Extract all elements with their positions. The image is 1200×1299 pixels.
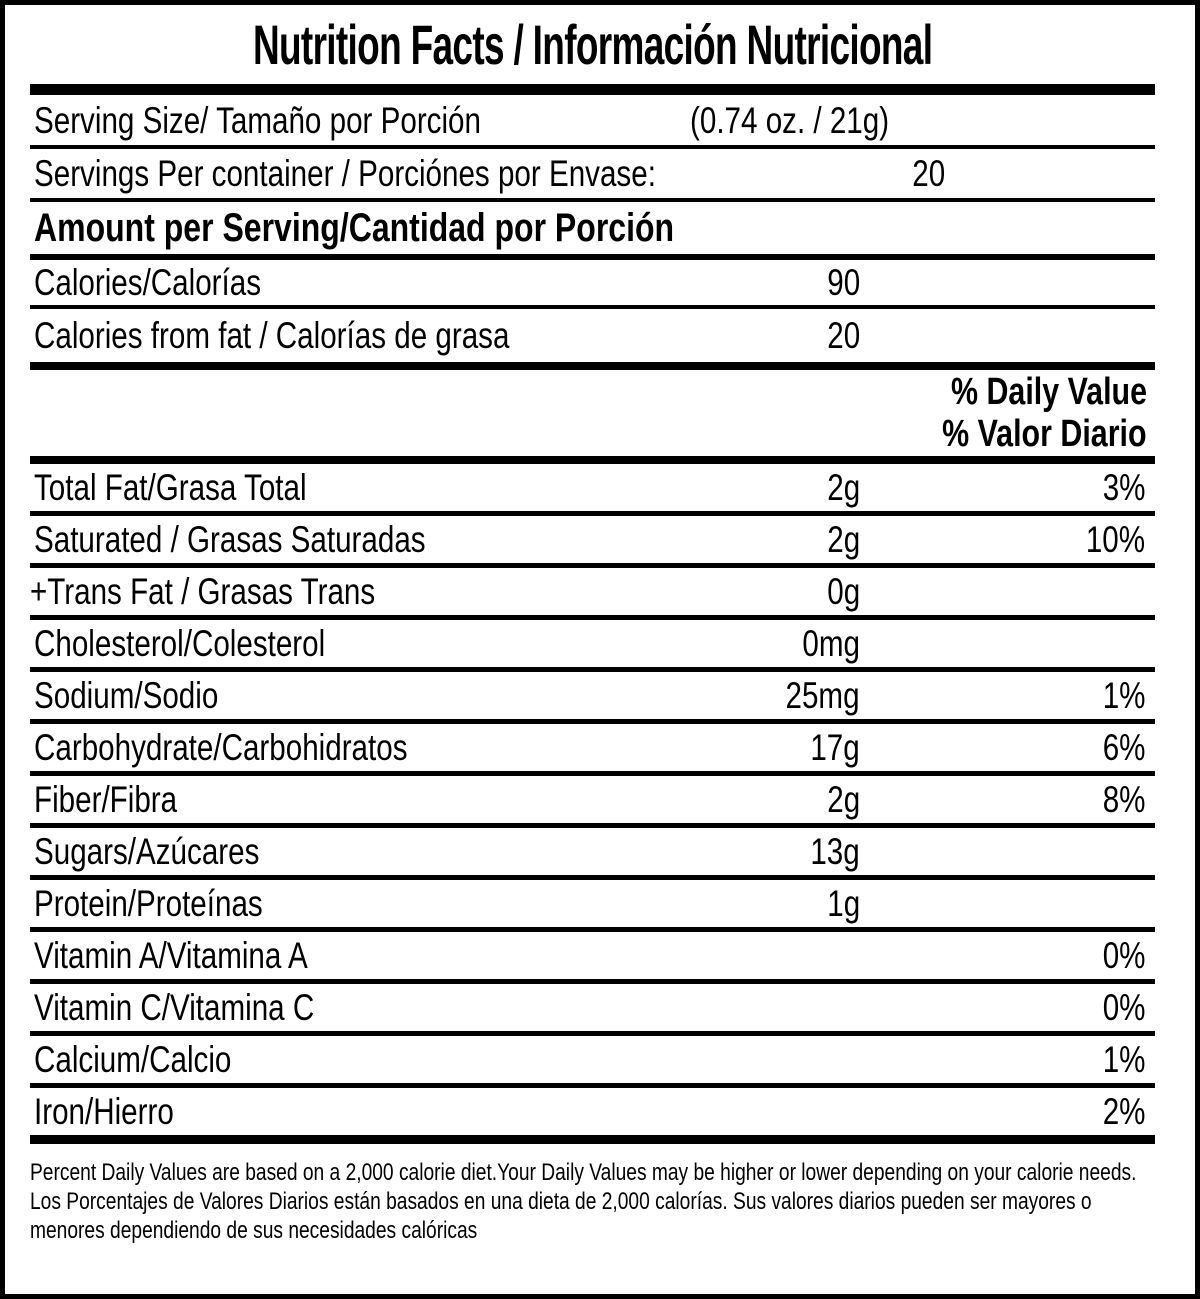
nutrient-amount: 0g <box>827 571 860 612</box>
serving-size-row: Serving Size/ Tamaño por Porción (0.74 o… <box>30 95 1155 149</box>
nutrient-row-protein: Protein/Proteínas 1g <box>30 880 1155 932</box>
nutrient-row-total-fat: Total Fat/Grasa Total 2g 3% <box>30 464 1155 516</box>
footnote-en: Percent Daily Values are based on a 2,00… <box>30 1159 1137 1186</box>
footnote-section: Percent Daily Values are based on a 2,00… <box>30 1144 1155 1245</box>
servings-per-container-value: 20 <box>911 153 945 194</box>
calories-from-fat-value: 20 <box>827 315 860 356</box>
daily-value-header-block: % Daily Value % Valor Diario <box>30 370 1155 464</box>
nutrient-dv: 2% <box>1102 1091 1145 1132</box>
nutrient-dv: 0% <box>1102 935 1145 976</box>
calories-value: 90 <box>827 262 860 303</box>
daily-value-header-en: % Daily Value <box>950 371 1147 414</box>
nutrient-label: Saturated / Grasas Saturadas <box>34 519 426 560</box>
servings-per-container-label: Servings Per container / Porciónes por E… <box>34 153 656 194</box>
nutrient-row-calcium: Calcium/Calcio 1% <box>30 1036 1155 1088</box>
nutrient-label: +Trans Fat / Grasas Trans <box>30 571 376 612</box>
nutrient-label: Carbohydrate/Carbohidratos <box>34 727 408 768</box>
nutrient-row-carbohydrate: Carbohydrate/Carbohidratos 17g 6% <box>30 724 1155 776</box>
serving-size-value: (0.74 oz. / 21g) <box>690 99 890 141</box>
calories-row: Calories/Calorías 90 <box>30 260 1155 309</box>
serving-size-label: Serving Size/ Tamaño por Porción <box>34 99 481 141</box>
servings-per-container-row: Servings Per container / Porciónes por E… <box>30 149 1155 202</box>
label-title-text: Nutrition Facts / Información Nutriciona… <box>252 13 933 76</box>
nutrient-dv: 6% <box>1102 727 1145 768</box>
nutrient-dv: 1% <box>1102 675 1145 716</box>
nutrient-amount: 25mg <box>785 675 860 716</box>
nutrient-label: Calcium/Calcio <box>34 1039 232 1080</box>
nutrient-label: Total Fat/Grasa Total <box>34 467 307 508</box>
nutrient-row-sugars: Sugars/Azúcares 13g <box>30 828 1155 880</box>
nutrient-row-saturated-fat: Saturated / Grasas Saturadas 2g 10% <box>30 516 1155 568</box>
amount-per-serving-header-row: Amount per Serving/Cantidad por Porción <box>30 202 1155 260</box>
title-divider-bar <box>30 84 1155 95</box>
calories-label: Calories/Calorías <box>34 262 262 303</box>
nutrient-row-sodium: Sodium/Sodio 25mg 1% <box>30 672 1155 724</box>
nutrient-row-fiber: Fiber/Fibra 2g 8% <box>30 776 1155 828</box>
nutrient-row-trans-fat: +Trans Fat / Grasas Trans 0g <box>30 568 1155 620</box>
nutrient-dv: 0% <box>1102 987 1145 1028</box>
nutrient-row-cholesterol: Cholesterol/Colesterol 0mg <box>30 620 1155 672</box>
nutrient-amount: 2g <box>827 467 860 508</box>
calories-from-fat-row: Calories from fat / Calorías de grasa 20 <box>30 309 1155 370</box>
nutrient-label: Vitamin A/Vitamina A <box>34 935 308 976</box>
nutrient-label: Iron/Hierro <box>34 1091 174 1132</box>
nutrient-row-vitamin-c: Vitamin C/Vitamina C 0% <box>30 984 1155 1036</box>
nutrient-dv: 3% <box>1102 467 1145 508</box>
nutrient-dv: 1% <box>1102 1039 1145 1080</box>
nutrient-label: Protein/Proteínas <box>34 883 263 924</box>
nutrient-amount: 17g <box>810 727 860 768</box>
nutrient-label: Fiber/Fibra <box>34 779 178 820</box>
nutrient-amount: 13g <box>810 831 860 872</box>
amount-per-serving-header: Amount per Serving/Cantidad por Porción <box>34 206 675 250</box>
nutrient-amount: 0mg <box>802 623 860 664</box>
nutrient-dv: 10% <box>1085 519 1145 560</box>
nutrient-label: Cholesterol/Colesterol <box>34 623 326 664</box>
footnote-es: Los Porcentajes de Valores Diarios están… <box>30 1188 1092 1244</box>
nutrient-row-iron: Iron/Hierro 2% <box>30 1088 1155 1144</box>
nutrient-dv: 8% <box>1102 779 1145 820</box>
nutrient-amount: 2g <box>827 779 860 820</box>
nutrient-row-vitamin-a: Vitamin A/Vitamina A 0% <box>30 932 1155 984</box>
calories-from-fat-label: Calories from fat / Calorías de grasa <box>34 315 510 356</box>
nutrient-label: Vitamin C/Vitamina C <box>34 987 315 1028</box>
daily-value-header-es: % Valor Diario <box>942 412 1147 455</box>
nutrient-amount: 2g <box>827 519 860 560</box>
nutrient-amount: 1g <box>827 883 860 924</box>
nutrient-label: Sugars/Azúcares <box>34 831 260 872</box>
nutrient-label: Sodium/Sodio <box>34 675 219 716</box>
label-title: Nutrition Facts / Información Nutriciona… <box>30 5 1155 84</box>
